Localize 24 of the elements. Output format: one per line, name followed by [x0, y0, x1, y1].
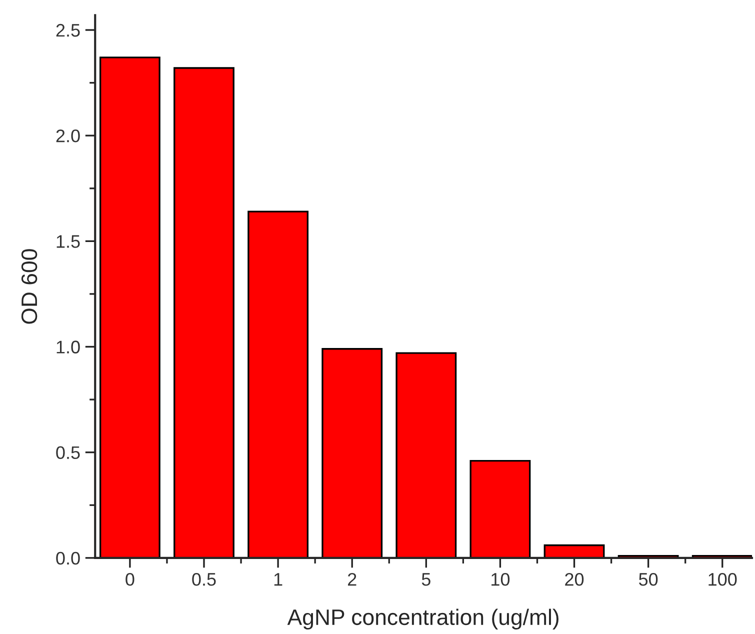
bar [322, 348, 383, 558]
bar [396, 352, 457, 558]
y-tick-label: 1.5 [56, 235, 80, 248]
x-tick-label: 100 [708, 572, 737, 586]
y-tick-label: 0.5 [56, 446, 80, 460]
x-tick-label: 5 [422, 573, 430, 586]
x-tick-label: 1 [274, 573, 282, 586]
y-tick-label: 0.0 [56, 552, 80, 565]
x-axis-title: AgNP concentration (ug/ml) [287, 608, 558, 630]
y-tick-label: 1.0 [56, 340, 80, 354]
x-tick-label: 10 [492, 572, 510, 586]
y-axis-title: OD 600 [21, 249, 38, 324]
bar [248, 210, 308, 558]
x-tick-label: 0 [126, 572, 134, 586]
y-tick-label: 2.0 [56, 130, 80, 142]
y-tick-label: 2.5 [56, 24, 80, 37]
x-tick-label: 50 [638, 572, 658, 586]
bar [99, 56, 160, 558]
bar [544, 544, 605, 558]
x-tick-label: 0.5 [192, 572, 216, 586]
bar [470, 460, 531, 558]
x-tick-label: 2 [348, 572, 356, 586]
x-tick-label: 20 [565, 572, 584, 586]
bar [174, 67, 234, 558]
